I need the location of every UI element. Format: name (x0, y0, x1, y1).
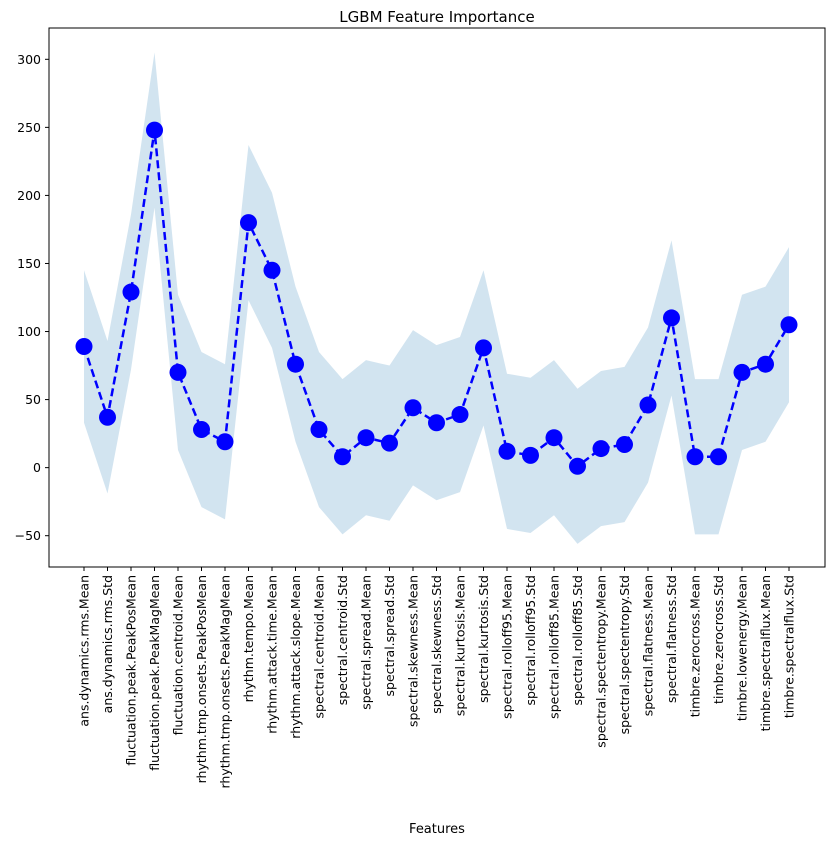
x-tick-label: rhythm.attack.time.Mean (265, 575, 280, 734)
x-tick-label: spectral.rolloff95.Mean (500, 575, 515, 719)
data-point-3 (122, 283, 140, 301)
x-tick-label: spectral.spread.Std (382, 575, 397, 697)
data-point-7 (216, 433, 234, 451)
x-tick-label: fluctuation.peak.PeakMagMean (147, 575, 162, 771)
uncertainty-band (84, 52, 789, 544)
data-point-13 (357, 429, 375, 447)
data-point-30 (757, 355, 774, 373)
uncertainty-band-layer (84, 52, 789, 544)
data-point-22 (569, 457, 586, 475)
data-point-2 (99, 408, 116, 426)
x-tick-label: spectral.rolloff95.Std (523, 575, 538, 706)
data-point-18 (475, 339, 492, 357)
x-tick-label: spectral.rolloff85.Mean (547, 575, 562, 719)
x-tick-label: spectral.skewness.Std (429, 575, 444, 714)
data-point-26 (663, 309, 680, 327)
y-tick-label: 300 (17, 52, 41, 67)
data-point-4 (146, 121, 163, 139)
data-point-17 (451, 406, 469, 424)
x-tick-label: ans.dynamics.rms.Mean (77, 575, 92, 727)
data-point-1 (75, 338, 93, 355)
data-point-28 (710, 448, 727, 466)
x-tick-label: ans.dynamics.rms.Std (100, 575, 115, 713)
x-tick-label: spectral.centroid.Std (335, 575, 350, 705)
data-point-16 (428, 414, 445, 432)
x-tick-label: spectral.spectentropy.Mean (594, 575, 609, 748)
data-point-14 (381, 434, 398, 452)
series-marker-layer (75, 121, 798, 475)
x-tick-label: rhythm.tempo.Mean (241, 575, 256, 702)
data-point-27 (686, 448, 704, 466)
x-tick-label: timbre.spectralflux.Mean (758, 575, 773, 731)
x-tick-label: rhythm.tmp.onsets.PeakMagMean (218, 575, 233, 788)
x-tick-label: fluctuation.centroid.Mean (171, 575, 186, 735)
x-tick-label: spectral.centroid.Mean (312, 575, 327, 719)
data-point-12 (334, 448, 351, 466)
data-point-29 (733, 363, 751, 381)
data-point-20 (522, 446, 539, 464)
data-point-23 (592, 440, 610, 458)
x-tick-label: spectral.flatness.Mean (641, 575, 656, 716)
x-tick-label: rhythm.attack.slope.Mean (288, 575, 303, 739)
data-point-25 (639, 396, 657, 414)
x-tick-label: fluctuation.peak.PeakPosMean (124, 575, 139, 766)
y-tick-label: 100 (17, 324, 41, 339)
x-tick-label: timbre.lowenergy.Mean (735, 575, 750, 721)
data-point-21 (545, 429, 563, 447)
chart-title: LGBM Feature Importance (339, 8, 534, 26)
x-tick-label: rhythm.tmp.onsets.PeakPosMean (194, 575, 209, 783)
x-axis-label: Features (409, 822, 465, 837)
x-tick-label: spectral.kurtosis.Std (476, 575, 491, 703)
x-tick-label: timbre.spectralflux.Std (782, 575, 797, 718)
y-tick-label: 200 (17, 188, 41, 203)
plot-frame (48, 27, 826, 568)
y-tick-label: 50 (25, 392, 41, 407)
data-point-11 (310, 421, 328, 439)
x-tick-layer: ans.dynamics.rms.Mean ans.dynamics.rms.St… (77, 567, 797, 788)
data-point-8 (240, 214, 257, 232)
data-point-5 (169, 363, 187, 381)
y-tick-label: −50 (15, 528, 41, 543)
data-point-9 (263, 261, 281, 279)
x-tick-label: spectral.rolloff85.Std (570, 575, 585, 706)
data-point-19 (498, 442, 516, 460)
x-tick-label: spectral.spectentropy.Std (617, 575, 632, 734)
y-tick-label: 250 (17, 120, 41, 135)
data-point-10 (287, 355, 304, 373)
data-point-15 (404, 399, 422, 417)
y-tick-layer: −50 0 50 100 150 200 250 300 (15, 52, 49, 543)
y-tick-label: 0 (33, 460, 41, 475)
x-tick-label: spectral.flatness.Std (664, 575, 679, 703)
x-tick-label: timbre.zerocross.Mean (688, 575, 703, 717)
y-tick-label: 150 (17, 256, 41, 271)
data-point-31 (780, 316, 798, 334)
data-point-6 (193, 421, 210, 439)
x-tick-label: timbre.zerocross.Std (711, 575, 726, 704)
x-tick-label: spectral.skewness.Mean (406, 575, 421, 727)
x-tick-label: spectral.spread.Mean (359, 575, 374, 710)
x-tick-label: spectral.kurtosis.Mean (453, 575, 468, 716)
data-point-24 (616, 436, 633, 453)
